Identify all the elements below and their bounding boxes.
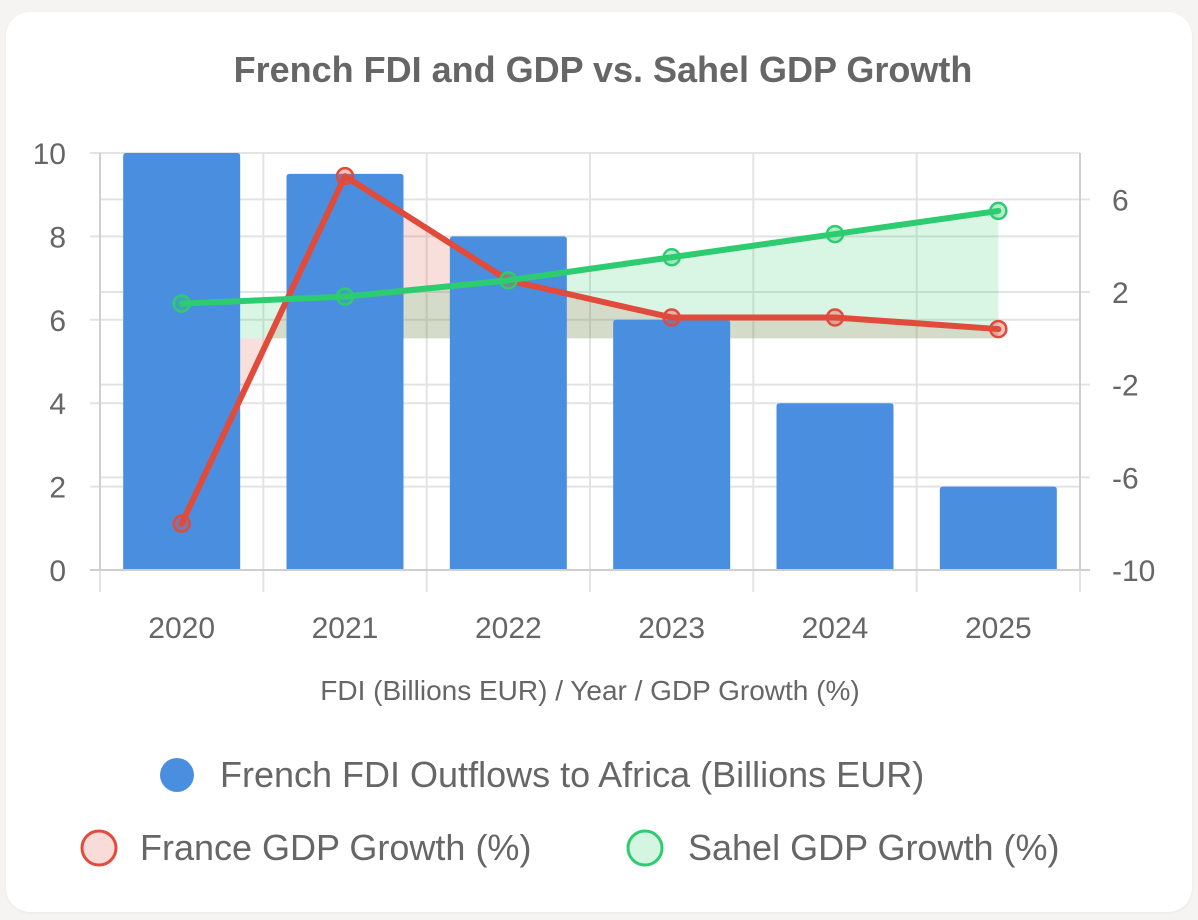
x-axis-label: FDI (Billions EUR) / Year / GDP Growth (…	[320, 675, 859, 706]
y-right-tick-label: -10	[1112, 555, 1155, 588]
line-point[interactable]	[335, 166, 355, 186]
legend-label-fdi: French FDI Outflows to Africa (Billions …	[220, 754, 924, 795]
legend-label-sahel: Sahel GDP Growth (%)	[688, 827, 1059, 868]
x-tick-label: 2022	[475, 612, 542, 645]
axes: 0 2 4 6 8 10 -10 -6 -2 2 6 2020 2021 2022 2023 2024 2025	[33, 138, 1156, 645]
y-left-tick-label: 10	[33, 138, 66, 171]
line-point[interactable]	[172, 514, 191, 533]
x-tick-label: 2020	[148, 612, 215, 645]
y-left-tick-label: 4	[49, 388, 66, 421]
bar[interactable]	[939, 486, 1057, 570]
y-right-tick-label: -6	[1112, 462, 1139, 495]
y-left-tick-label: 2	[49, 472, 66, 505]
legend[interactable]: French FDI Outflows to Africa (Billions …	[80, 754, 1059, 868]
x-tick-label: 2023	[638, 612, 705, 645]
line-point[interactable]	[989, 319, 1008, 339]
y-left-tick-label: 8	[49, 221, 66, 254]
y-right-tick-label: 2	[1112, 277, 1129, 310]
legend-label-france: France GDP Growth (%)	[140, 827, 531, 868]
bar-series	[123, 153, 1057, 570]
grid-lines	[90, 152, 1090, 592]
chart-title: French FDI and GDP vs. Sahel GDP Growth	[234, 49, 973, 90]
x-tick-label: 2024	[802, 612, 869, 645]
x-tick-label: 2025	[965, 612, 1032, 645]
legend-marker-sahel[interactable]	[626, 829, 664, 867]
line-point[interactable]	[662, 308, 681, 327]
line-point[interactable]	[499, 271, 518, 290]
line-point[interactable]	[172, 294, 191, 313]
legend-marker-france[interactable]	[80, 829, 118, 867]
series-line	[178, 207, 1002, 307]
x-tick-label: 2021	[312, 612, 379, 645]
y-left-tick-label: 0	[49, 555, 66, 588]
y-right-tick-label: -2	[1112, 370, 1139, 403]
bar[interactable]	[123, 153, 241, 570]
bar[interactable]	[776, 403, 894, 570]
line-series	[172, 166, 1008, 533]
series-line	[178, 173, 1002, 527]
legend-marker-fdi[interactable]	[160, 758, 194, 792]
line-point[interactable]	[825, 224, 845, 244]
line-point[interactable]	[989, 201, 1008, 221]
line-point[interactable]	[825, 308, 845, 327]
line-point[interactable]	[335, 287, 355, 306]
line-point[interactable]	[662, 248, 681, 267]
bar[interactable]	[286, 173, 404, 570]
y-right-tick-label: 6	[1112, 184, 1129, 217]
y-left-tick-label: 6	[49, 305, 66, 338]
bar[interactable]	[449, 236, 567, 570]
bar[interactable]	[613, 319, 731, 570]
